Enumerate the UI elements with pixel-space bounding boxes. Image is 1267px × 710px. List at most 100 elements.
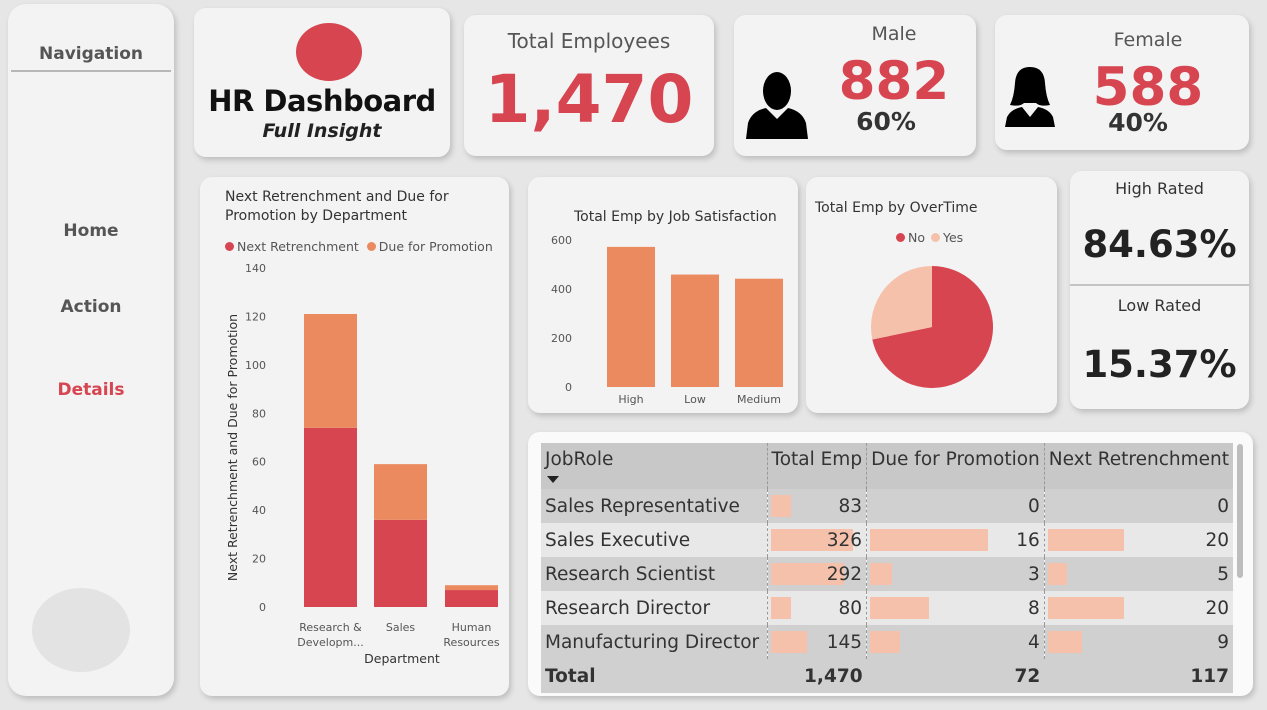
bar-retrenchment[interactable] bbox=[374, 519, 427, 607]
overtime-chart-legend: No Yes bbox=[896, 230, 963, 245]
male-count: 882 bbox=[838, 51, 950, 112]
y-tick-label: 0 bbox=[259, 601, 266, 614]
table-row[interactable]: Research Scientist 292 3 5 bbox=[541, 557, 1233, 591]
department-chart-card: Next Retrenchment and Due for Promotion … bbox=[200, 177, 509, 696]
bar-promotion[interactable] bbox=[445, 585, 498, 591]
pie-slice-yes[interactable] bbox=[871, 266, 932, 340]
bar-promotion[interactable] bbox=[374, 464, 427, 520]
table-total-row: Total 1,470 72 117 bbox=[541, 659, 1233, 693]
cell-jobrole: Sales Executive bbox=[541, 523, 768, 557]
total-row-promotion: 72 bbox=[866, 659, 1045, 693]
dashboard-subtitle: Full Insight bbox=[262, 120, 382, 142]
female-label: Female bbox=[1113, 29, 1183, 51]
table-row[interactable]: Research Director 80 8 20 bbox=[541, 591, 1233, 625]
nav-item-details[interactable]: Details bbox=[57, 380, 125, 400]
column-header-jobrole[interactable]: JobRole bbox=[541, 443, 768, 489]
overtime-pie-chart bbox=[871, 266, 993, 388]
data-bar bbox=[770, 563, 844, 585]
x-tick-label: Human Resources bbox=[443, 621, 499, 649]
female-card: Female 588 40% bbox=[995, 15, 1249, 150]
high-rated-value: 84.63% bbox=[1082, 223, 1237, 266]
cell-value: 20 bbox=[1205, 529, 1229, 551]
x-tick-label: Sales bbox=[386, 621, 416, 634]
total-row-total-emp: 1,470 bbox=[767, 659, 867, 693]
sort-desc-icon[interactable] bbox=[547, 476, 559, 483]
cell-jobrole: Research Director bbox=[541, 591, 768, 625]
y-tick-label: 200 bbox=[551, 332, 572, 345]
cell-total-emp: 145 bbox=[766, 625, 867, 659]
data-bar bbox=[770, 529, 853, 551]
cell-value: 3 bbox=[1027, 563, 1040, 585]
cell-value: 326 bbox=[826, 529, 863, 551]
cell-next-retrenchment: 9 bbox=[1043, 625, 1233, 659]
navigation-panel: Navigation Home Action Details bbox=[8, 4, 174, 696]
cell-value: 16 bbox=[1016, 529, 1040, 551]
y-tick-label: 60 bbox=[252, 456, 266, 469]
y-tick-label: 100 bbox=[245, 359, 266, 372]
cell-total-emp: 292 bbox=[766, 557, 867, 591]
cell-due-for-promotion: 3 bbox=[866, 557, 1045, 591]
column-header-total-emp[interactable]: Total Emp bbox=[766, 443, 867, 489]
nav-item-home[interactable]: Home bbox=[63, 221, 119, 241]
nav-circle-button[interactable] bbox=[32, 588, 130, 672]
cell-value: 0 bbox=[1217, 495, 1229, 517]
cell-value: 5 bbox=[1217, 563, 1229, 585]
bar-job-satisfaction[interactable] bbox=[671, 274, 719, 387]
total-row-label: Total bbox=[541, 659, 768, 693]
table-row[interactable]: Sales Representative 83 0 0 bbox=[541, 489, 1233, 523]
data-bar bbox=[770, 631, 807, 653]
cell-total-emp: 80 bbox=[766, 591, 867, 625]
navigation-divider bbox=[11, 70, 171, 72]
y-axis-label: Next Retrenchment and Due for Promotion bbox=[225, 314, 240, 581]
cell-due-for-promotion: 0 bbox=[866, 489, 1045, 523]
department-chart-title: Next Retrenchment and Due for Promotion … bbox=[225, 189, 449, 224]
job-satisfaction-chart-card: Total Emp by Job Satisfaction 0 200 400 600… bbox=[528, 177, 798, 413]
cell-value: 4 bbox=[1027, 631, 1040, 653]
dashboard-title: HR Dashboard bbox=[208, 84, 436, 118]
bar-promotion[interactable] bbox=[304, 314, 357, 428]
navigation-title: Navigation bbox=[39, 44, 143, 64]
cell-value: 20 bbox=[1205, 597, 1229, 619]
column-header-due-for-promotion[interactable]: Due for Promotion bbox=[866, 443, 1045, 489]
cell-total-emp: 326 bbox=[766, 523, 867, 557]
overtime-chart-card: Total Emp by OverTime No Yes bbox=[806, 177, 1057, 413]
y-tick-label: 20 bbox=[252, 553, 266, 566]
y-tick-label: 40 bbox=[252, 504, 266, 517]
legend-item-retrenchment: Next Retrenchment bbox=[225, 239, 359, 254]
cell-jobrole: Research Scientist bbox=[541, 557, 768, 591]
bar-job-satisfaction[interactable] bbox=[735, 278, 783, 387]
jobrole-table: JobRole Total Emp Due for Promotion Next… bbox=[541, 443, 1233, 693]
logo-circle-icon bbox=[296, 23, 362, 81]
bar-job-satisfaction[interactable] bbox=[607, 246, 655, 387]
cell-value: 145 bbox=[826, 631, 863, 653]
total-employees-card: Total Employees 1,470 bbox=[464, 15, 714, 156]
y-tick-label: 80 bbox=[252, 407, 266, 420]
pie-slice-no[interactable] bbox=[872, 266, 993, 388]
data-bar bbox=[770, 495, 792, 517]
logo-card: HR Dashboard Full Insight bbox=[194, 8, 450, 157]
high-rated-label: High Rated bbox=[1115, 179, 1204, 198]
total-employees-label: Total Employees bbox=[507, 29, 671, 53]
y-tick-label: 0 bbox=[565, 381, 572, 394]
total-employees-value: 1,470 bbox=[484, 61, 694, 138]
nav-item-action[interactable]: Action bbox=[60, 297, 122, 317]
cell-value: 8 bbox=[1027, 597, 1040, 619]
x-tick-label: Research & Developm... bbox=[297, 621, 364, 649]
job-satisfaction-bar-chart: 0 200 400 600 High Low Medium bbox=[551, 234, 783, 406]
ratings-card: High Rated 84.63% Low Rated 15.37% bbox=[1070, 171, 1249, 409]
table-row[interactable]: Manufacturing Director 145 4 9 bbox=[541, 625, 1233, 659]
male-person-icon bbox=[746, 72, 808, 139]
male-percent: 60% bbox=[856, 107, 916, 136]
bar-retrenchment[interactable] bbox=[304, 427, 357, 607]
cell-due-for-promotion: 4 bbox=[866, 625, 1045, 659]
column-header-next-retrenchment[interactable]: Next Retrenchment bbox=[1043, 443, 1233, 489]
low-rated-label: Low Rated bbox=[1117, 296, 1202, 315]
x-tick-label: High bbox=[618, 393, 643, 406]
legend-item-promotion: Due for Promotion bbox=[366, 239, 493, 254]
table-row[interactable]: Sales Executive 326 16 20 bbox=[541, 523, 1233, 557]
job-satisfaction-chart-title: Total Emp by Job Satisfaction bbox=[574, 209, 777, 225]
y-tick-label: 400 bbox=[551, 283, 572, 296]
bar-retrenchment[interactable] bbox=[445, 590, 498, 607]
table-scrollbar[interactable] bbox=[1237, 444, 1243, 578]
data-bar bbox=[870, 597, 930, 619]
